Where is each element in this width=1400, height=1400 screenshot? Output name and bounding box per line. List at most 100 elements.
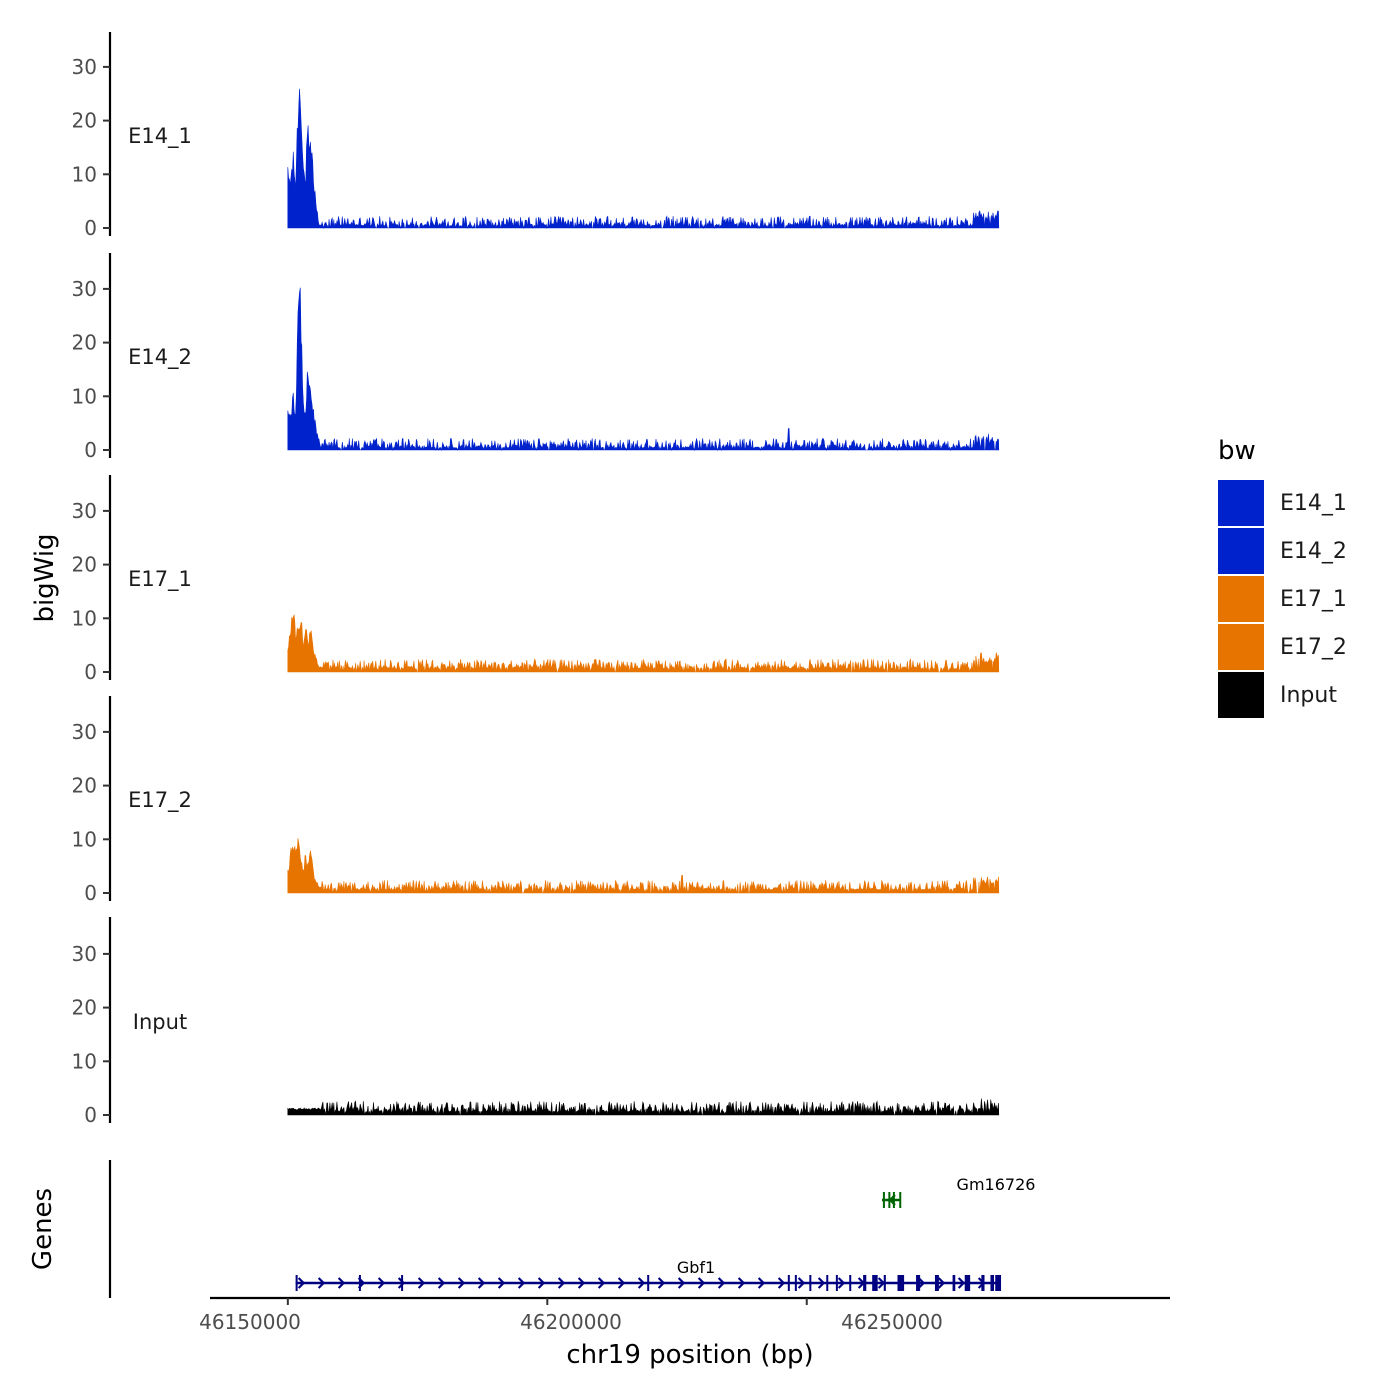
- exon: [835, 1275, 838, 1291]
- genes-axis-title: Genes: [28, 1188, 58, 1270]
- strand-chevron: [657, 1277, 666, 1289]
- exon: [401, 1275, 404, 1291]
- y-tick-label: 0: [84, 881, 97, 905]
- y-tick-label: 20: [72, 553, 97, 577]
- legend-key: [1218, 480, 1264, 526]
- strand-chevron: [417, 1277, 426, 1289]
- exon: [872, 1275, 878, 1291]
- strand-chevron: [877, 1277, 886, 1289]
- strand-chevron: [677, 1277, 686, 1289]
- exon: [990, 1275, 994, 1291]
- legend-key: [1218, 672, 1264, 718]
- strand-chevron: [377, 1277, 386, 1289]
- exon: [897, 1275, 902, 1291]
- legend-title: bw: [1218, 436, 1256, 466]
- exon: [883, 1275, 886, 1291]
- legend-label: E14_1: [1280, 491, 1347, 516]
- track-label: E14_2: [128, 345, 192, 370]
- y-tick-label: 30: [72, 942, 97, 966]
- exon: [794, 1275, 797, 1291]
- exon: [981, 1275, 985, 1291]
- exon: [863, 1275, 867, 1291]
- track-label: E17_2: [128, 788, 192, 813]
- exon: [995, 1275, 1002, 1291]
- strand-chevron: [797, 1277, 806, 1289]
- strand-chevron: [617, 1277, 626, 1289]
- strand-chevron: [457, 1277, 466, 1289]
- legend-item: E14_2: [1218, 528, 1347, 574]
- strand-chevron: [837, 1277, 846, 1289]
- coverage-area: [287, 88, 1000, 230]
- strand-chevron: [497, 1277, 506, 1289]
- exon: [900, 1275, 905, 1291]
- exon: [826, 1275, 829, 1291]
- exon: [882, 1192, 885, 1208]
- strand-chevron: [937, 1277, 946, 1289]
- legend-item: E17_1: [1218, 576, 1347, 622]
- strand-chevron: [537, 1277, 546, 1289]
- legend-label: E14_2: [1280, 539, 1347, 564]
- y-tick-label: 0: [84, 216, 97, 240]
- track-panel-input: Input 0 10 20 30: [72, 917, 1000, 1127]
- coverage-area: [287, 614, 1000, 673]
- exon: [952, 1275, 956, 1291]
- exon: [358, 1275, 361, 1291]
- strand-chevron: [297, 1277, 306, 1289]
- y-tick-label: 20: [72, 109, 97, 133]
- strand-chevron: [317, 1277, 326, 1289]
- exon: [849, 1275, 852, 1291]
- legend-label: E17_2: [1280, 635, 1347, 660]
- gene-label: Gm16726: [957, 1175, 1036, 1194]
- y-tick-label: 30: [72, 720, 97, 744]
- y-tick-label: 0: [84, 1103, 97, 1127]
- gene-gm16726: Gm16726: [882, 1175, 1035, 1208]
- y-tick-label: 20: [72, 774, 97, 798]
- y-tick-label: 10: [72, 606, 97, 630]
- y-tick-label: 20: [72, 331, 97, 355]
- coverage-area: [287, 838, 1000, 894]
- strand-chevron: [817, 1277, 826, 1289]
- genes-panel: Genes Gbf1 Gm16726: [28, 1160, 1035, 1298]
- strand-chevron: [777, 1277, 786, 1289]
- exon: [888, 1192, 891, 1208]
- legend-key: [1218, 528, 1264, 574]
- track-panel-e14-1: E14_1 0 10 20 30: [72, 32, 1000, 240]
- gene-gbf1: Gbf1: [295, 1258, 1002, 1291]
- y-tick-label: 0: [84, 660, 97, 684]
- strand-chevron: [697, 1277, 706, 1289]
- track-label: E17_1: [128, 567, 192, 592]
- y-axis-title: bigWig: [30, 533, 60, 622]
- exon: [899, 1192, 902, 1208]
- legend-label: Input: [1280, 683, 1337, 708]
- strand-chevron: [717, 1277, 726, 1289]
- y-tick-label: 30: [72, 55, 97, 79]
- y-tick-label: 10: [72, 384, 97, 408]
- track-panel-e17-1: E17_1 0 10 20 30: [72, 475, 1000, 684]
- strand-chevron: [637, 1277, 646, 1289]
- track-label: E14_1: [128, 124, 192, 149]
- exon: [934, 1275, 939, 1291]
- y-tick-label: 10: [72, 827, 97, 851]
- coverage-area: [287, 287, 1000, 452]
- y-tick-label: 30: [72, 499, 97, 523]
- strand-chevron: [957, 1277, 966, 1289]
- legend-key: [1218, 624, 1264, 670]
- x-tick-label: 46250000: [841, 1310, 943, 1334]
- legend-key: [1218, 576, 1264, 622]
- y-tick-label: 0: [84, 438, 97, 462]
- strand-chevron: [557, 1277, 566, 1289]
- exon: [295, 1275, 298, 1291]
- track-panel-e14-2: E14_2 0 10 20 30: [72, 253, 1000, 462]
- track-label: Input: [133, 1010, 187, 1034]
- track-panel-e17-2: E17_2 0 10 20 30: [72, 696, 1000, 905]
- x-axis: 46150000 46200000 46250000 chr19 positio…: [199, 1296, 1170, 1370]
- exon: [916, 1275, 921, 1291]
- exon: [964, 1275, 971, 1291]
- legend-item: Input: [1218, 672, 1337, 718]
- y-tick-label: 30: [72, 277, 97, 301]
- strand-chevron: [397, 1277, 406, 1289]
- x-tick-label: 46200000: [520, 1310, 622, 1334]
- legend: bw E14_1 E14_2 E17_1 E17_2 Input: [1218, 436, 1347, 718]
- exon: [647, 1275, 650, 1291]
